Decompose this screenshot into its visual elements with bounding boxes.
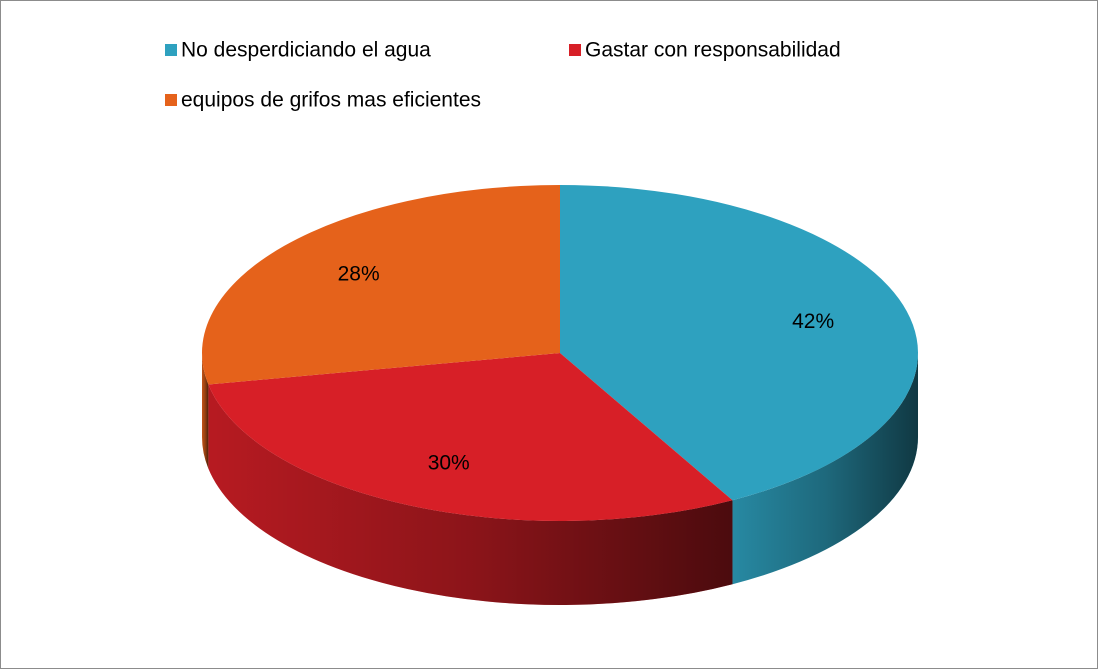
legend-label: equipos de grifos mas eficientes bbox=[181, 89, 481, 112]
pie-slice bbox=[202, 185, 560, 385]
pie-side-shade bbox=[208, 384, 733, 606]
pie-side-shade bbox=[202, 353, 209, 469]
legend-swatch bbox=[165, 94, 177, 106]
data-label: 30% bbox=[428, 452, 470, 475]
pie-slice bbox=[560, 185, 919, 501]
pie-slice bbox=[208, 353, 733, 521]
legend-swatch bbox=[569, 44, 581, 56]
data-label: 28% bbox=[338, 262, 380, 285]
legend-label: No desperdiciando el agua bbox=[181, 39, 431, 62]
pie-side-shade bbox=[732, 353, 918, 585]
legend-label: Gastar con responsabilidad bbox=[585, 39, 841, 62]
legend-swatch bbox=[165, 44, 177, 56]
data-label: 42% bbox=[792, 310, 834, 333]
